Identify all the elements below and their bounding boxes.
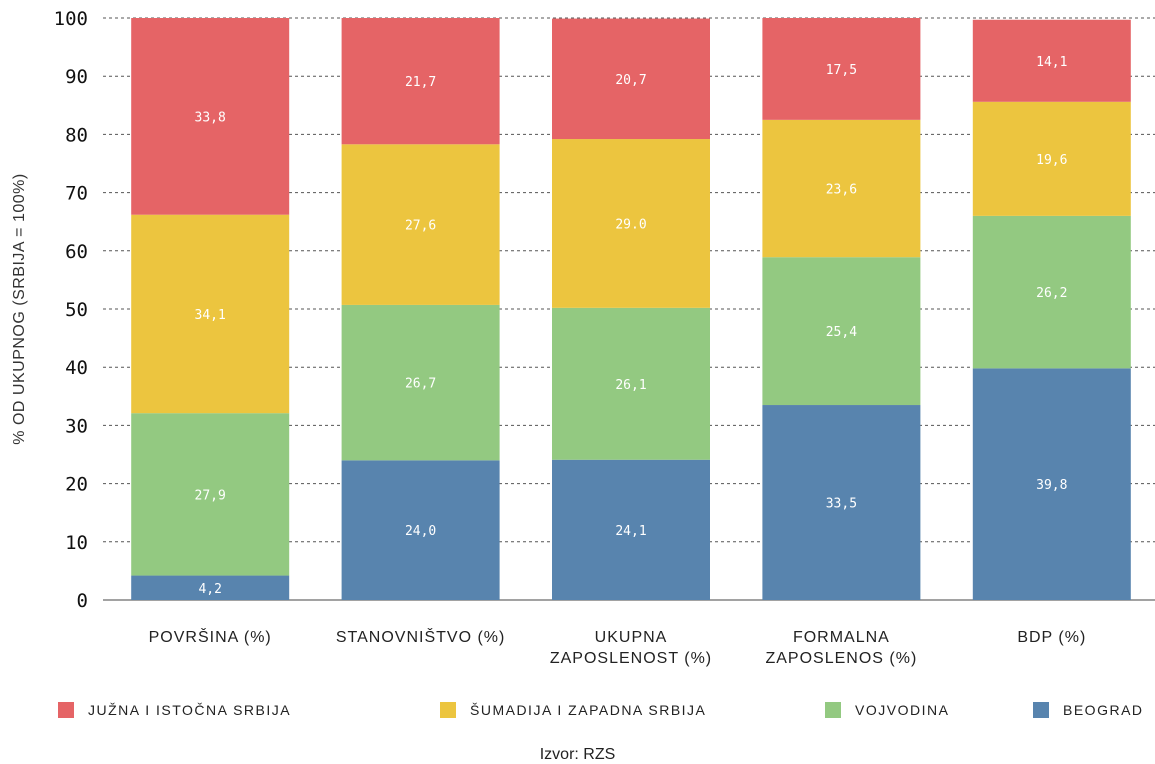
y-tick-label: 60 xyxy=(65,241,88,263)
y-axis-label: % OD UKUPNOG (SRBIJA = 100%) xyxy=(11,173,28,444)
data-label: 17,5 xyxy=(826,63,857,78)
y-tick-label: 100 xyxy=(54,8,88,30)
bar-segment xyxy=(972,215,1131,369)
data-label: 27,6 xyxy=(405,219,436,234)
legend-swatch-beograd xyxy=(1033,702,1049,718)
data-label: 33,8 xyxy=(195,110,226,125)
stacked-bar-chart: 4,2 27,9 34,1 33,8 24,0 26,7 27,6 21,7 24,1 26,1 2… xyxy=(11,8,1155,667)
legend-swatch-juzna xyxy=(58,702,74,718)
bar-segment xyxy=(972,19,1131,102)
legend-item-juzna: JUŽNA I ISTOČNA SRBIJA xyxy=(58,702,291,718)
data-label: 26,7 xyxy=(405,377,436,392)
y-tick-label: 10 xyxy=(65,532,88,554)
bar-segment xyxy=(341,460,500,600)
data-label: 26,2 xyxy=(1036,286,1067,301)
y-axis-ticks: 0 10 20 30 40 50 60 70 80 90 100 xyxy=(54,8,88,612)
data-label: 21,7 xyxy=(405,75,436,90)
y-tick-label: 40 xyxy=(65,357,88,379)
data-label: 24,0 xyxy=(405,524,436,539)
legend-swatch-vojvodina xyxy=(825,702,841,718)
bar-segment xyxy=(131,214,290,414)
legend-item-sumadija: ŠUMADIJA I ZAPADNA SRBIJA xyxy=(440,702,706,718)
x-tick-label: POVRŠINA (%) xyxy=(149,627,272,646)
data-label: 20,7 xyxy=(615,73,646,88)
bar-segment xyxy=(341,18,500,145)
source-note: Izvor: RZS xyxy=(539,746,616,763)
data-label: 34,1 xyxy=(195,308,226,323)
data-label: 14,1 xyxy=(1036,55,1067,70)
legend-label-beograd: BEOGRAD xyxy=(1063,702,1144,718)
legend-item-beograd: BEOGRAD xyxy=(1033,702,1144,718)
data-label: 29.0 xyxy=(615,217,646,232)
x-axis-labels: POVRŠINA (%) STANOVNIŠTVO (%) UKUPNA ZAPOSL… xyxy=(149,627,1086,667)
data-label: 33,5 xyxy=(826,497,857,512)
data-label: 4,2 xyxy=(198,582,221,597)
y-tick-label: 90 xyxy=(65,66,88,88)
bar-segment xyxy=(552,459,710,600)
data-label: 27,9 xyxy=(195,488,226,503)
legend-swatch-sumadija xyxy=(440,702,456,718)
y-tick-label: 20 xyxy=(65,474,88,496)
legend-item-vojvodina: VOJVODINA xyxy=(825,702,949,718)
bar-segment xyxy=(131,413,290,576)
y-tick-label: 70 xyxy=(65,183,88,205)
bar-segment xyxy=(552,307,710,460)
data-label: 39,8 xyxy=(1036,478,1067,493)
y-tick-label: 80 xyxy=(65,124,88,146)
y-tick-label: 0 xyxy=(77,590,88,612)
legend-label-juzna: JUŽNA I ISTOČNA SRBIJA xyxy=(88,702,292,718)
x-tick-label: UKUPNA xyxy=(595,629,668,646)
x-tick-label: STANOVNIŠTVO (%) xyxy=(336,627,506,646)
x-tick-label: FORMALNA xyxy=(793,629,890,646)
data-label: 25,4 xyxy=(826,325,857,340)
bar-segment xyxy=(972,368,1131,600)
bars: 4,2 27,9 34,1 33,8 24,0 26,7 27,6 21,7 24,1 26,1 2… xyxy=(131,18,1131,600)
bar-segment xyxy=(552,18,710,140)
bar-segment xyxy=(341,304,500,461)
y-tick-label: 30 xyxy=(65,415,88,437)
x-tick-label: BDP (%) xyxy=(1017,629,1086,646)
bar-segment xyxy=(762,257,921,406)
bar-segment xyxy=(131,18,290,215)
bar-segment xyxy=(762,405,921,600)
bar-segment xyxy=(762,18,921,120)
data-label: 26,1 xyxy=(615,378,646,393)
y-tick-label: 50 xyxy=(65,299,88,321)
data-label: 19,6 xyxy=(1036,153,1067,168)
legend: JUŽNA I ISTOČNA SRBIJA ŠUMADIJA I ZAPADN… xyxy=(0,702,1155,724)
data-label: 24,1 xyxy=(615,524,646,539)
x-tick-label: ZAPOSLENOST (%) xyxy=(550,650,712,667)
legend-label-vojvodina: VOJVODINA xyxy=(855,702,950,718)
bar-segment xyxy=(131,575,290,600)
data-label: 23,6 xyxy=(826,183,857,198)
bar-segment xyxy=(972,101,1131,216)
bar-segment xyxy=(341,144,500,305)
bar-segment xyxy=(552,139,710,308)
legend-label-sumadija: ŠUMADIJA I ZAPADNA SRBIJA xyxy=(470,702,707,718)
bar-segment xyxy=(762,119,921,258)
x-tick-label: ZAPOSLENOS (%) xyxy=(765,650,917,667)
